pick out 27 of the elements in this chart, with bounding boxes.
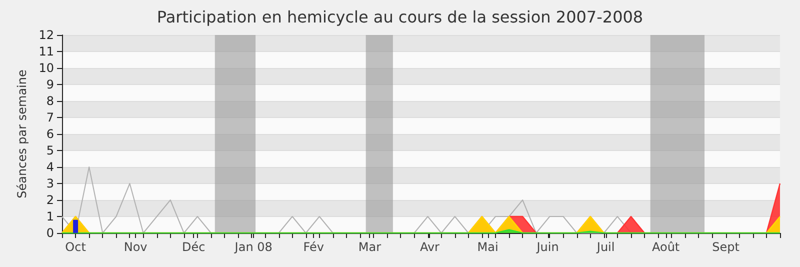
- x-tick-label: Nov: [124, 240, 148, 254]
- y-tick-label: 12: [38, 28, 54, 42]
- y-tick-label: 6: [46, 127, 54, 141]
- x-tick-label: Fév: [303, 240, 324, 254]
- y-tick-label: 8: [46, 94, 54, 108]
- x-tick-label: Mar: [358, 240, 382, 254]
- y-tick-label: 10: [38, 61, 54, 75]
- y-tick-label: 7: [46, 110, 54, 124]
- x-tick-label: Déc: [182, 240, 206, 254]
- x-tick-label: Sept: [712, 240, 740, 254]
- x-tick-label: Juin: [536, 240, 559, 254]
- y-tick-label: 4: [46, 160, 54, 174]
- x-tick-label: Août: [652, 240, 680, 254]
- y-tick-label: 11: [38, 44, 54, 58]
- y-tick-label: 3: [46, 176, 54, 190]
- y-tick-label: 2: [46, 193, 54, 207]
- x-tick-label: Avr: [420, 240, 440, 254]
- y-tick-label: 5: [46, 144, 54, 158]
- y-tick-label: 0: [46, 226, 54, 240]
- y-tick-label: 1: [46, 210, 54, 224]
- x-tick-label: Mai: [477, 240, 498, 254]
- chart-title: Participation en hemicycle au cours de la session 2007-2008: [156, 8, 644, 26]
- y-axis-title: Séances par semaine: [14, 70, 29, 198]
- x-tick-label: Jan 08: [234, 240, 272, 254]
- x-tick-label: Juil: [596, 240, 615, 254]
- y-tick-label: 9: [46, 78, 54, 92]
- x-tick-label: Oct: [65, 240, 86, 254]
